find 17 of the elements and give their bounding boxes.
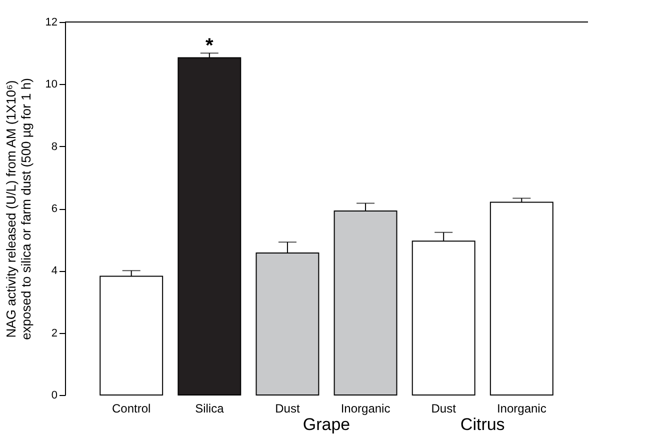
text: Citrus <box>460 415 505 434</box>
x-tick-label: Inorganic <box>340 402 390 416</box>
annotation: * <box>206 35 214 58</box>
text: Grape <box>302 415 350 434</box>
y-tick-label: 12 <box>45 16 58 28</box>
x-tick-label: Inorganic <box>496 402 546 416</box>
y-tick-label: 0 <box>51 390 58 402</box>
y-tick-label: 10 <box>45 78 58 91</box>
x-tick-label: Silica <box>195 402 224 416</box>
x-tick-label: Control <box>112 402 151 416</box>
y-tick-label: 4 <box>51 265 58 278</box>
x-tick-label: Dust <box>275 402 300 416</box>
x-tick-label: Dust <box>431 402 457 416</box>
y-tick-label: 2 <box>51 327 58 340</box>
y-axis-title: NAG activity released (U/L) from AM (1X10⁶) exposed to silica or farm dust (500 µg for 1 h) <box>3 78 34 340</box>
y-tick-label: 6 <box>51 203 58 215</box>
y-tick-label: 8 <box>51 140 58 153</box>
